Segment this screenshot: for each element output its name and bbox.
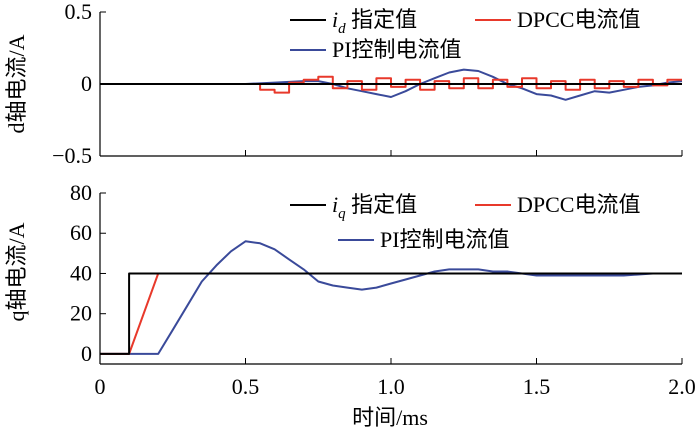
legend-label: PI控制电流值 [380, 227, 510, 252]
series-line-1-0 [100, 272, 682, 355]
y-tick-label: 80 [70, 180, 92, 205]
legend-label: PI控制电流值 [332, 37, 462, 62]
legend-rest: 指定值 [346, 192, 418, 217]
d-axis-panel: d轴电流/A −0.5 0 0.5 id 指定值 DPCC电流值 PI控制电流值 [4, 0, 683, 168]
y-tick-label: 0 [81, 341, 92, 366]
x-tick-label: 0 [95, 374, 106, 399]
legend-label: id 指定值 [332, 7, 417, 37]
series-line-1-2 [100, 240, 682, 355]
series-line-1-1 [100, 272, 682, 355]
y-tick-label: 40 [70, 260, 92, 285]
q-axis-panel: q轴电流/A 时间/ms 0 20 40 60 80 0 0.5 1.0 1.5 2.0 iq 指定… [4, 180, 696, 430]
legend-symbol: i [332, 192, 338, 217]
x-tick-label: 0.5 [232, 374, 260, 399]
x-axis-label: 时间/ms [352, 405, 428, 430]
legend-symbol: i [332, 7, 338, 32]
q-axis-ylabel: q轴电流/A [4, 222, 29, 321]
legend-rest: 指定值 [346, 7, 418, 32]
legend-label: DPCC电流值 [517, 192, 640, 217]
x-tick-label: 2.0 [668, 374, 696, 399]
y-tick-label: 0 [81, 71, 92, 96]
y-tick-label: 0.5 [65, 0, 93, 24]
x-tick-label: 1.5 [523, 374, 551, 399]
legend-label: DPCC电流值 [517, 7, 640, 32]
legend-subscript: q [338, 206, 346, 222]
y-tick-label: −0.5 [52, 143, 92, 168]
x-tick-label: 1.0 [377, 374, 405, 399]
y-tick-label: 60 [70, 220, 92, 245]
y-tick-label: 20 [70, 301, 92, 326]
legend-subscript: d [338, 21, 346, 37]
legend-label: iq 指定值 [332, 192, 417, 222]
d-axis-ylabel: d轴电流/A [4, 34, 29, 133]
